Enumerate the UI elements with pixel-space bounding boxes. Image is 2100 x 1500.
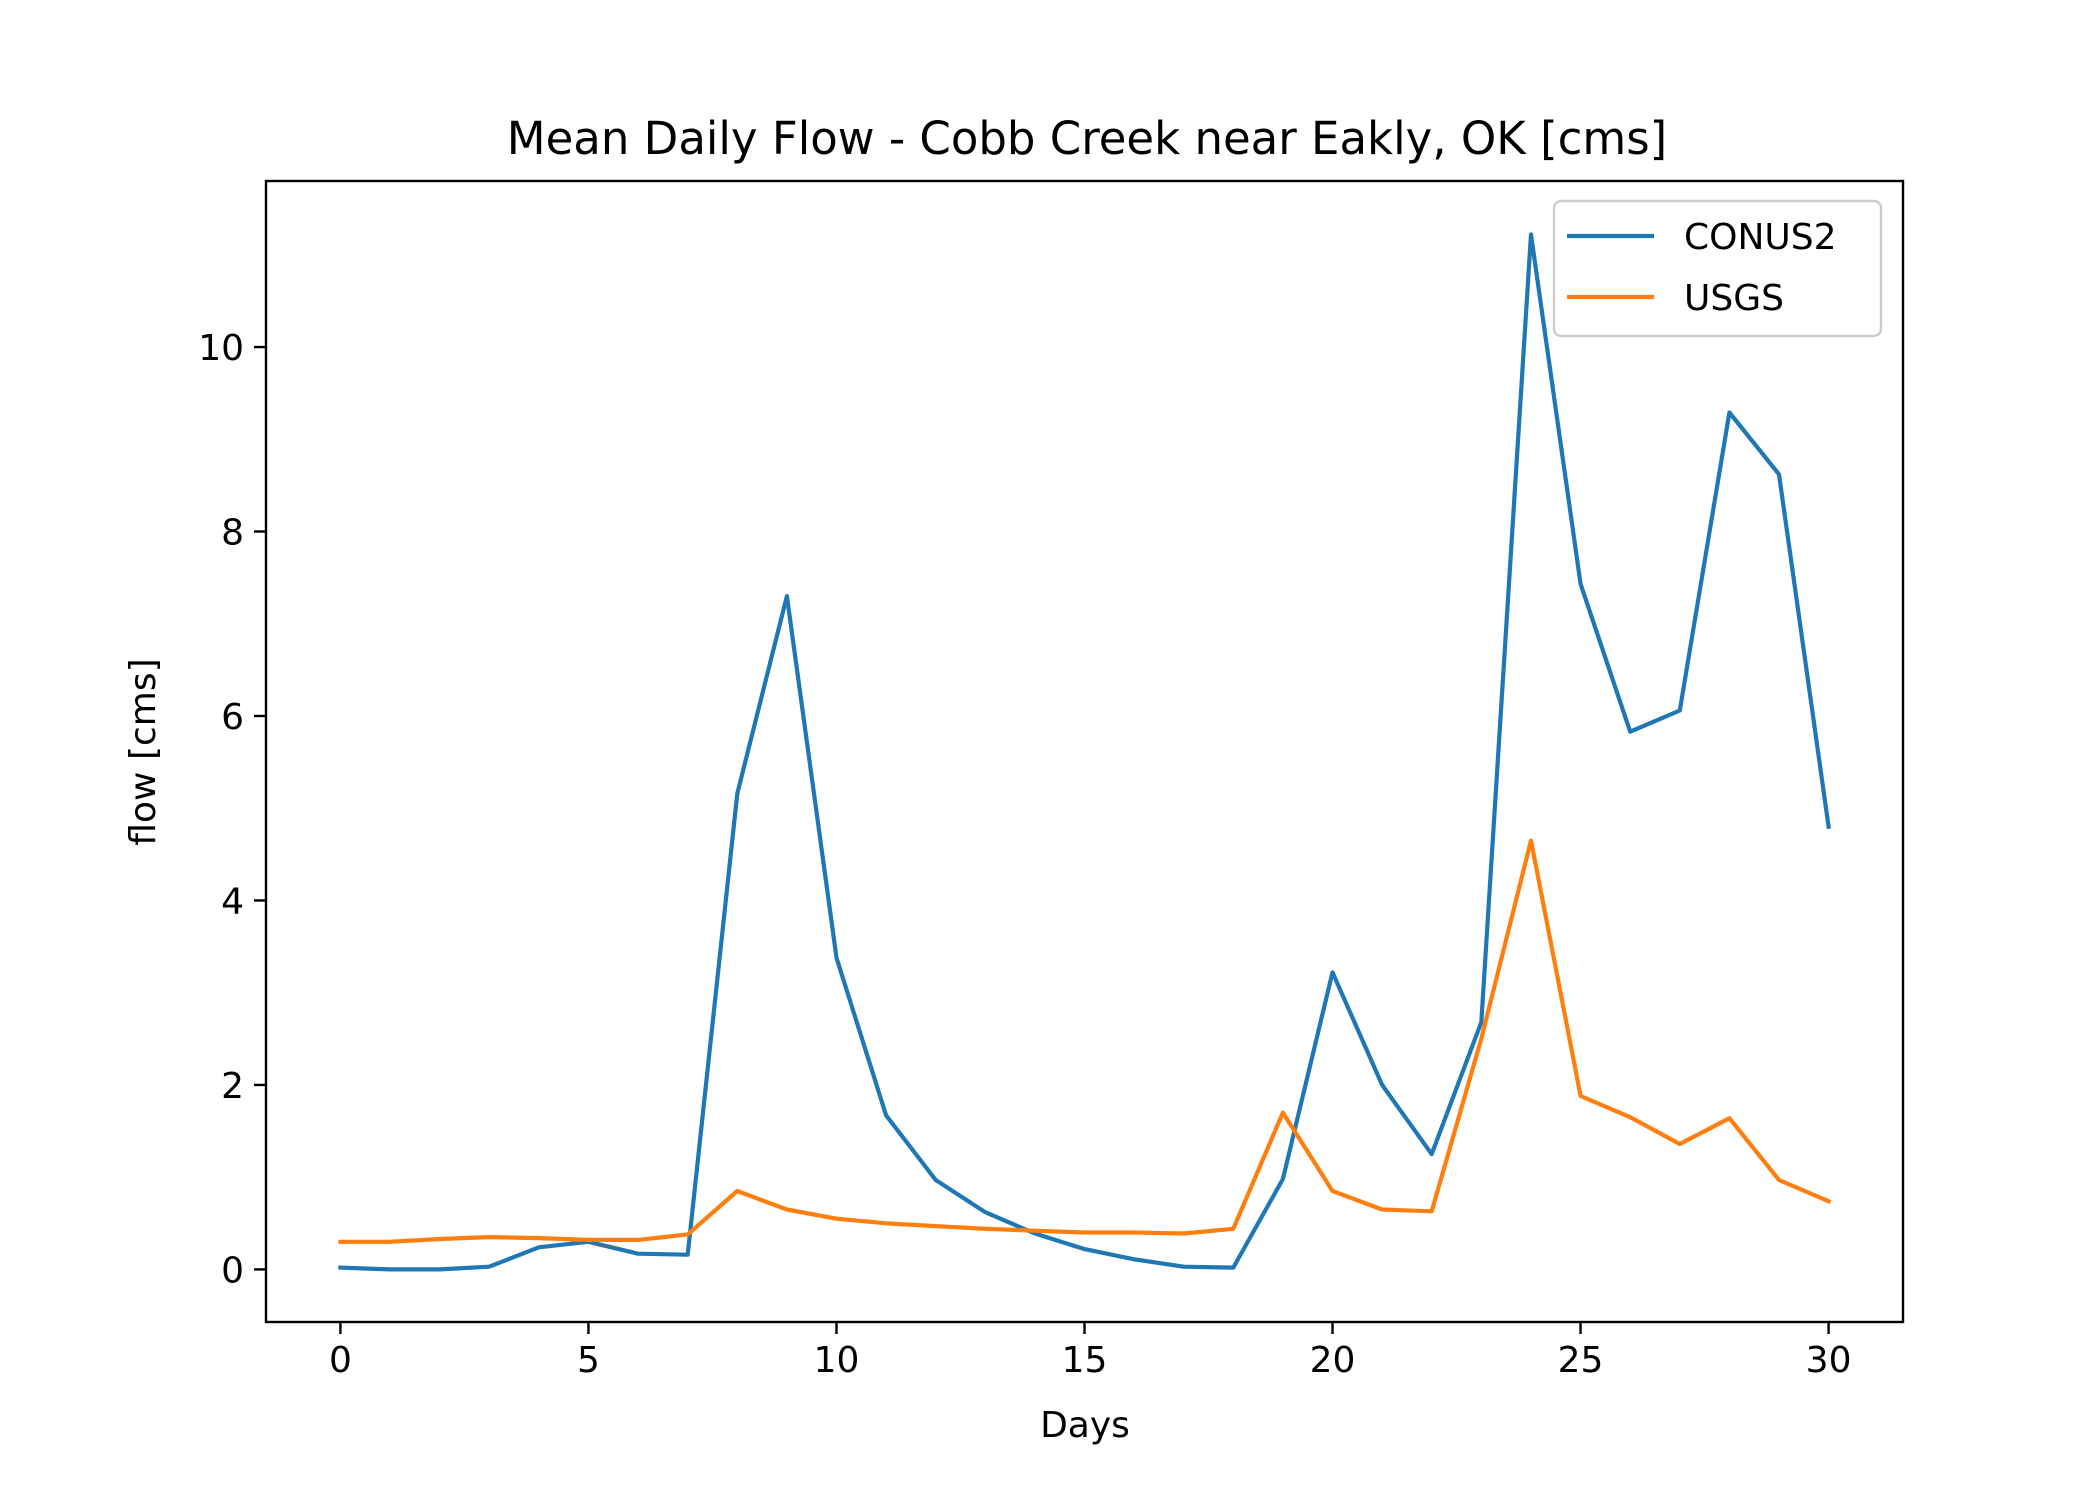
x-tick-label: 0 [329,1340,352,1381]
y-tick-label: 4 [221,881,244,922]
y-tick-label: 10 [198,328,244,369]
x-tick-label: 10 [814,1340,860,1381]
y-axis-label: flow [cms] [123,658,164,845]
plot-background [266,181,1903,1322]
legend-label-usgs: USGS [1684,278,1784,319]
y-axis: 0 2 4 6 8 10 [198,328,266,1291]
x-tick-label: 20 [1310,1340,1356,1381]
y-tick-label: 8 [221,513,244,554]
legend-label-conus2: CONUS2 [1684,217,1837,258]
x-tick-label: 30 [1806,1340,1852,1381]
legend: CONUS2 USGS [1552,199,1883,338]
x-tick-label: 5 [577,1340,600,1381]
y-tick-label: 2 [221,1066,244,1107]
plot-area [266,181,1903,1322]
x-tick-label: 25 [1558,1340,1604,1381]
series-layer [338,232,1832,1272]
y-tick-label: 6 [221,697,244,738]
series-line-usgs [338,838,1832,1244]
x-axis-label: Days [1040,1405,1130,1446]
y-tick-label: 0 [221,1250,244,1291]
chart-title: Mean Daily Flow - Cobb Creek near Eakly,… [507,112,1667,165]
x-axis: 0 5 10 15 20 25 30 [329,1322,1852,1381]
x-tick-label: 15 [1062,1340,1108,1381]
